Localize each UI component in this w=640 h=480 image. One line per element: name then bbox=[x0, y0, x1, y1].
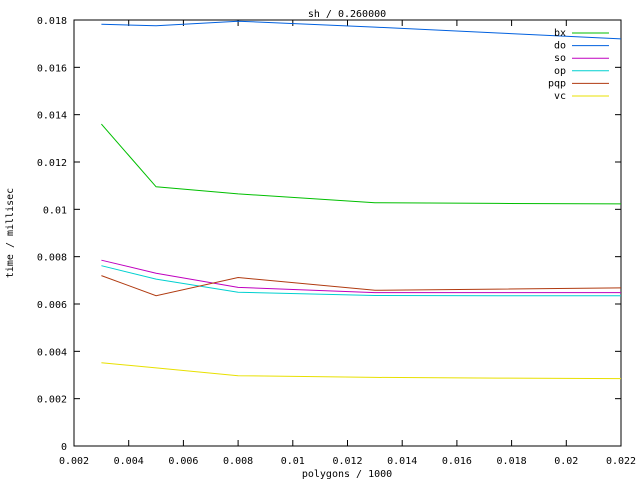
x-tick-label: 0.018 bbox=[497, 456, 527, 467]
series-line-vc bbox=[101, 362, 622, 380]
series-line-op bbox=[101, 265, 621, 297]
x-tick-label: 0.008 bbox=[223, 456, 253, 467]
x-tick-label: 0.01 bbox=[281, 456, 305, 467]
series-line-so bbox=[101, 259, 621, 294]
legend-label-pqp: pqp bbox=[548, 78, 566, 89]
y-tick-label: 0.008 bbox=[37, 253, 67, 264]
legend-label-bx: bx bbox=[554, 28, 566, 39]
x-tick-label: 0.006 bbox=[168, 456, 198, 467]
y-tick-label: 0.004 bbox=[37, 347, 67, 358]
legend-label-op: op bbox=[554, 66, 566, 77]
x-tick-label: 0.004 bbox=[114, 456, 144, 467]
x-axis-ticks: 0.002 0.004 0.006 0.008 0.01 0.012 0.014 0.016 0… bbox=[59, 20, 636, 467]
series-line-pqp bbox=[101, 275, 622, 297]
x-axis-label: polygons / 1000 bbox=[302, 469, 392, 480]
series-line-do bbox=[101, 20, 622, 40]
x-tick-label: 0.016 bbox=[442, 456, 472, 467]
y-tick-label: 0.002 bbox=[37, 395, 67, 406]
y-tick-label: 0.01 bbox=[43, 205, 67, 216]
series-line-bx bbox=[101, 123, 622, 205]
y-tick-label: 0 bbox=[61, 442, 67, 453]
x-tick-label: 0.012 bbox=[332, 456, 362, 467]
y-axis-label: time / millisec bbox=[5, 188, 16, 278]
chart-title: sh / 0.260000 bbox=[308, 9, 386, 20]
legend-label-vc: vc bbox=[554, 91, 566, 102]
y-tick-label: 0.012 bbox=[37, 158, 67, 169]
x-tick-label: 0.014 bbox=[387, 456, 417, 467]
x-tick-label: 0.022 bbox=[606, 456, 636, 467]
series-lines bbox=[101, 20, 622, 380]
legend-label-do: do bbox=[554, 41, 566, 52]
legend-label-so: so bbox=[554, 53, 566, 64]
y-axis-ticks: 0 0.002 0.004 0.006 0.008 0.01 0.012 0.014 0.016… bbox=[37, 16, 621, 453]
y-tick-label: 0.006 bbox=[37, 300, 67, 311]
y-tick-label: 0.016 bbox=[37, 63, 67, 74]
x-tick-label: 0.002 bbox=[59, 456, 89, 467]
y-tick-label: 0.014 bbox=[37, 111, 67, 122]
plot-frame bbox=[73, 19, 622, 447]
x-tick-label: 0.02 bbox=[554, 456, 578, 467]
y-tick-label: 0.018 bbox=[37, 16, 67, 27]
